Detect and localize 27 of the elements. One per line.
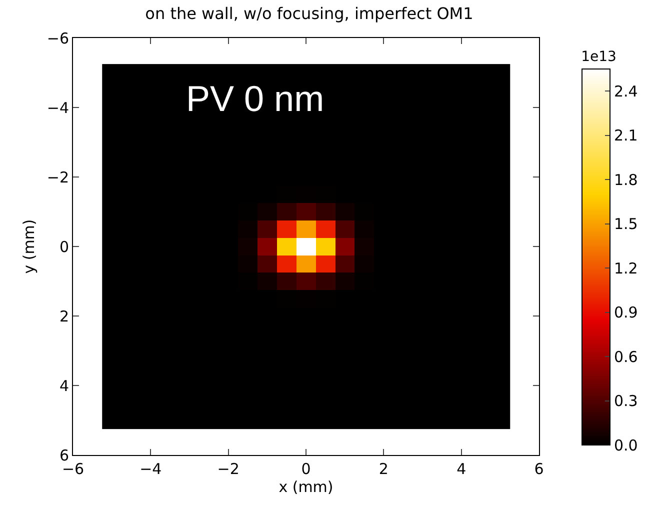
y-tick-label: −4 bbox=[46, 98, 69, 117]
x-tick-label: 4 bbox=[456, 460, 466, 478]
color-bar-label: 0.9 bbox=[614, 304, 638, 322]
annotation: PV 0 nm bbox=[186, 78, 324, 119]
x-axis-title: x (mm) bbox=[278, 478, 334, 496]
color-bar-title: 1e13 bbox=[581, 49, 616, 65]
x-tick-label: −2 bbox=[217, 460, 240, 478]
y-tick-label: 4 bbox=[59, 376, 69, 395]
x-tick-label: 0 bbox=[301, 460, 311, 478]
y-tick-label: −2 bbox=[46, 168, 69, 186]
x-tick-label: 6 bbox=[534, 460, 544, 478]
color-bar-label: 0.3 bbox=[614, 392, 638, 410]
y-tick-label: 6 bbox=[59, 446, 69, 464]
y-tick-label: 2 bbox=[59, 307, 69, 326]
y-tick-label: 0 bbox=[59, 238, 69, 256]
x-tick-label: −4 bbox=[140, 460, 162, 478]
chart-title: on the wall, w/o focusing, imperfect OM1 bbox=[145, 4, 474, 23]
color-bar-label: 0.6 bbox=[614, 348, 638, 366]
y-axis-title: y (mm) bbox=[20, 219, 38, 274]
color-bar-label: 1.5 bbox=[614, 215, 638, 234]
color-bar-label: 1.8 bbox=[614, 170, 638, 189]
color-bar-label: 0.0 bbox=[614, 436, 638, 454]
color-bar-label: 2.1 bbox=[614, 126, 638, 145]
color-bar-label: 2.4 bbox=[614, 82, 638, 100]
x-tick-label: 2 bbox=[378, 460, 388, 478]
color-bar-label: 1.2 bbox=[614, 259, 638, 278]
y-tick-label: −6 bbox=[46, 29, 69, 48]
